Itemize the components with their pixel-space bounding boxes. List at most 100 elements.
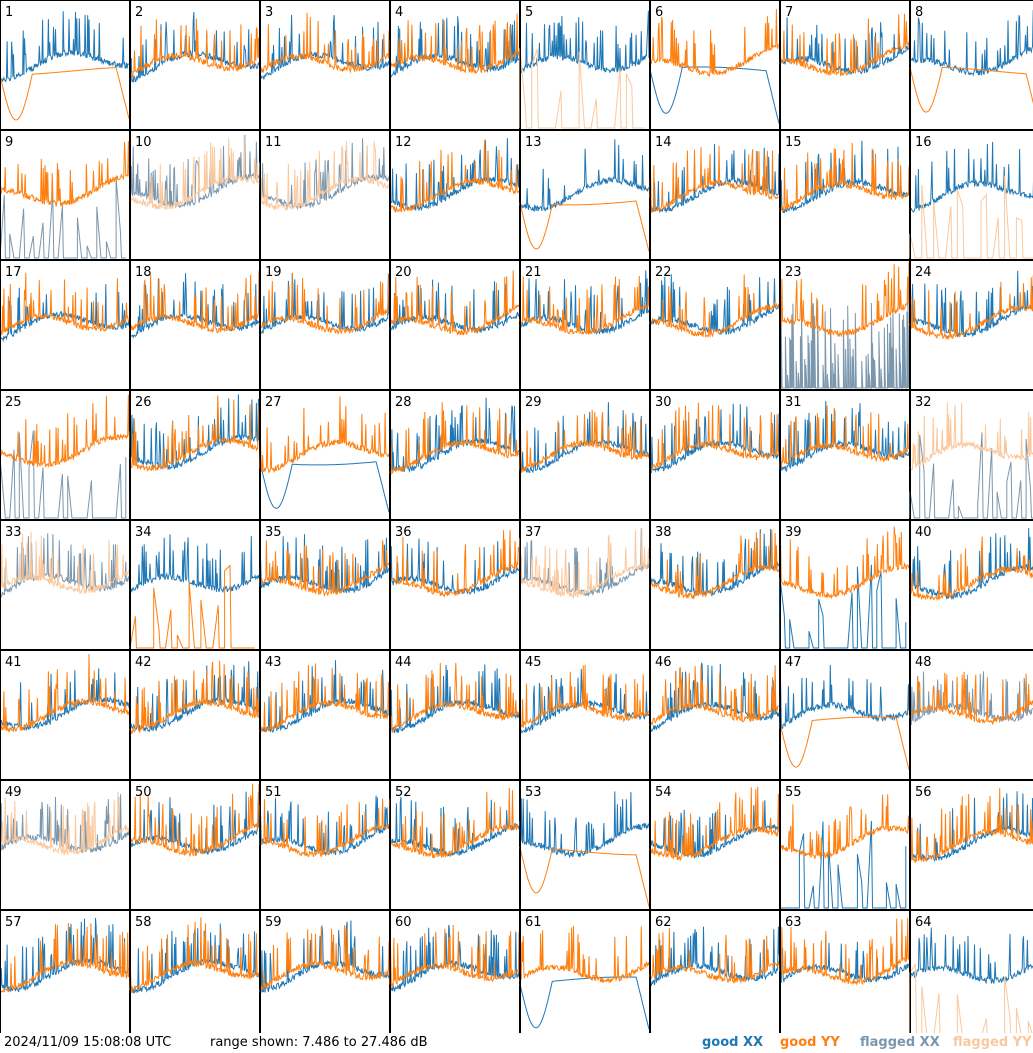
panel-border [130,520,260,650]
panel-border [0,910,130,1033]
panel-62: 62 [649,910,780,1033]
panel-label: 21 [525,265,542,280]
series-xx-line [259,461,390,513]
panel-border [650,390,780,520]
series-yy-line [129,660,260,735]
panel-label: 13 [525,135,542,150]
series-yy-line [909,671,1033,726]
series-yy-line [779,405,910,467]
series-yy-line [0,654,130,733]
panel-border [260,650,390,780]
panel-label: 30 [655,395,672,410]
panel-label: 12 [395,135,412,150]
series-xx-line [649,143,780,214]
series-yy-line [779,716,910,770]
series-xx-line [649,529,780,597]
panel-19: 19 [259,260,390,390]
panel-label: 64 [915,915,932,930]
panel-border [780,390,910,520]
panel-border [910,260,1033,390]
panel-label: 8 [915,5,923,20]
panel-50: 50 [129,780,260,910]
panel-label: 10 [135,135,152,150]
series-xx-line [779,400,910,473]
panel-2: 2 [129,0,260,130]
panel-border [260,780,390,910]
range-readout: range shown: 7.486 to 27.486 dB [210,1035,428,1050]
series-yy-line [389,270,520,336]
series-yy-line [0,140,130,207]
series-yy-line [389,529,520,598]
panel-label: 33 [5,525,22,540]
series-yy-line [259,540,390,598]
panel-border [780,0,910,130]
timestamp: 2024/11/09 15:08:08 UTC [4,1035,172,1050]
panel-border [780,260,910,390]
series-yy-line [519,664,650,728]
panel-1: 1 [0,0,130,130]
panel-border [390,390,520,520]
panel-34: 34 [129,520,260,650]
series-yy-line [129,917,260,994]
panel-label: 31 [785,395,802,410]
series-yy-line [389,139,520,213]
panel-border [0,520,130,650]
panel-border [390,650,520,780]
panel-label: 61 [525,915,542,930]
panel-label: 60 [395,915,412,930]
panel-55: 55 [779,780,910,910]
panel-56: 56 [909,780,1033,910]
series-yy-line [0,67,130,121]
panel-border [650,130,780,260]
series-yy-line [259,396,390,474]
panel-41: 41 [0,650,130,780]
panel-label: 19 [265,265,282,280]
panel-border [0,130,130,260]
panel-border [520,780,650,910]
panel-63: 63 [779,910,910,1033]
series-yy-line [259,12,390,74]
series-yy-line [779,13,910,77]
panel-border [650,650,780,780]
panel-60: 60 [389,910,520,1033]
panel-border [0,390,130,520]
panel-border [390,520,520,650]
panel-background [520,520,649,649]
panel-59: 59 [259,910,390,1033]
panel-background [0,130,129,259]
panel-border [260,520,390,650]
series-xx-line [649,926,780,987]
panel-label: 55 [785,785,802,800]
series-yy-line [259,798,390,858]
panel-label: 34 [135,525,152,540]
panel-label: 28 [395,395,412,410]
series-yy-line [519,275,650,335]
series-xx-line [389,279,520,335]
panel-border [650,260,780,390]
series-xx-line [779,564,907,649]
series-xx-line [259,534,390,594]
panel-border [0,260,130,390]
series-xx-line [259,273,390,336]
panel-border [910,780,1033,910]
panel-label: 5 [525,5,533,20]
panel-border [130,910,260,1033]
panel-label: 41 [5,655,22,670]
panel-border [650,0,780,130]
series-yy-line [779,918,910,987]
panel-48: 48 [909,650,1033,780]
panel-37: 37 [519,520,650,650]
series-yy-line [649,145,780,214]
panel-background [910,0,1033,129]
panel-border [260,390,390,520]
series-yy-line [649,8,780,78]
panel-label: 9 [5,135,13,150]
panel-15: 15 [779,130,910,260]
series-yy-line [909,962,1033,1033]
panel-border [130,390,260,520]
panel-border [910,0,1033,130]
panel-43: 43 [259,650,390,780]
panel-11: 11 [259,130,390,260]
panel-label: 1 [5,5,13,20]
panel-27: 27 [259,390,390,520]
